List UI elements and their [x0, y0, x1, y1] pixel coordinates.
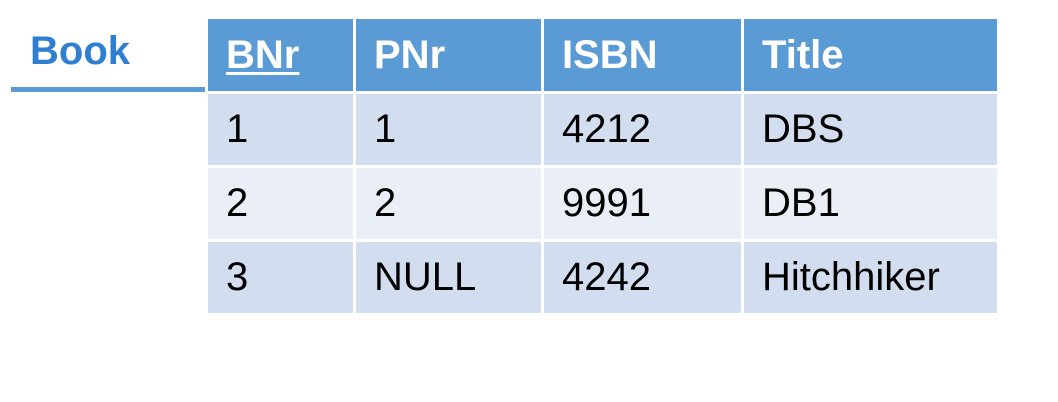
column-header-bnr: BNr [205, 16, 356, 94]
cell-pnr: 1 [353, 91, 544, 168]
header-row: BNr PNr ISBN Title [205, 16, 1000, 94]
column-header-isbn: ISBN [541, 16, 744, 94]
header-text: Title [762, 32, 844, 77]
table-name-label: Book [30, 29, 130, 73]
column-header-title: Title [741, 16, 1000, 94]
table-row: 2 2 9991 DB1 [205, 165, 1000, 242]
cell-bnr: 2 [205, 165, 356, 242]
cell-title: Hitchhiker [741, 239, 1000, 316]
column-header-pnr: PNr [353, 16, 544, 94]
cell-title: DBS [741, 91, 1000, 168]
table-row: 3 NULL 4242 Hitchhiker [205, 239, 1000, 316]
header-text: ISBN [562, 32, 658, 77]
cell-isbn: 4242 [541, 239, 744, 316]
cell-isbn: 9991 [541, 165, 744, 242]
table-row: 1 1 4212 DBS [205, 91, 1000, 168]
cell-pnr: NULL [353, 239, 544, 316]
cell-isbn: 4212 [541, 91, 744, 168]
cell-title: DB1 [741, 165, 1000, 242]
header-text: PNr [374, 32, 446, 77]
cell-bnr: 3 [205, 239, 356, 316]
table-name-underline [11, 87, 207, 92]
cell-pnr: 2 [353, 165, 544, 242]
cell-bnr: 1 [205, 91, 356, 168]
primary-key-header-text: BNr [226, 32, 300, 77]
book-relation-table: BNr PNr ISBN Title 1 1 4212 DBS 2 2 9991… [205, 16, 1000, 316]
